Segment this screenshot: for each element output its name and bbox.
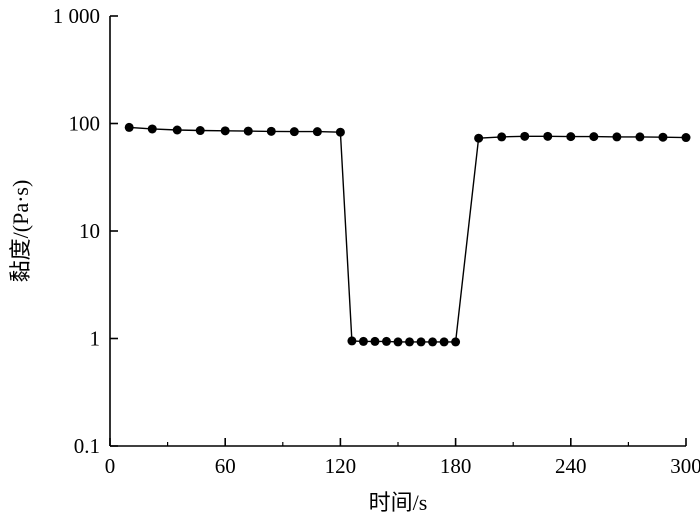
data-point xyxy=(566,132,576,142)
data-point xyxy=(681,133,691,143)
data-point xyxy=(474,133,484,143)
x-tick-label: 300 xyxy=(670,454,700,478)
data-point xyxy=(520,131,530,141)
data-point xyxy=(381,336,391,346)
data-point xyxy=(289,127,299,137)
data-point xyxy=(405,337,415,347)
data-point xyxy=(147,124,157,134)
data-point xyxy=(589,132,599,142)
data-point xyxy=(243,126,253,136)
data-point xyxy=(124,122,134,132)
data-point xyxy=(220,126,230,136)
x-axis-label: 时间/s xyxy=(369,490,428,515)
x-tick-label: 120 xyxy=(325,454,357,478)
x-tick-label: 180 xyxy=(440,454,472,478)
data-point xyxy=(635,132,645,142)
x-tick-label: 60 xyxy=(215,454,236,478)
y-axis-label: 黏度/(Pa·s) xyxy=(8,180,33,283)
data-point xyxy=(439,337,449,347)
x-tick-label: 240 xyxy=(555,454,587,478)
data-point xyxy=(347,336,357,346)
data-point xyxy=(358,336,368,346)
data-point xyxy=(612,132,622,142)
y-axis-ticks: 0.1 1 10 100 1 000 xyxy=(53,4,118,458)
data-point xyxy=(543,131,553,141)
data-point xyxy=(497,132,507,142)
y-tick-label: 10 xyxy=(79,219,100,243)
y-tick-label: 1 000 xyxy=(53,4,100,28)
data-point xyxy=(266,126,276,136)
data-point xyxy=(416,337,426,347)
data-point xyxy=(658,132,668,142)
data-point xyxy=(451,337,461,347)
y-tick-label: 100 xyxy=(69,112,101,136)
x-tick-label: 0 xyxy=(105,454,116,478)
x-axis-ticks: 0 60 120 180 240 300 xyxy=(105,438,700,478)
y-tick-label: 0.1 xyxy=(74,434,100,458)
data-point xyxy=(393,337,403,347)
data-point xyxy=(335,127,345,137)
y-tick-label: 1 xyxy=(90,327,101,351)
data-point xyxy=(312,127,322,137)
data-point xyxy=(195,126,205,136)
data-point xyxy=(370,336,380,346)
series-line xyxy=(129,126,687,343)
data-point xyxy=(428,337,438,347)
plot-area xyxy=(124,122,691,347)
data-point xyxy=(172,125,182,135)
